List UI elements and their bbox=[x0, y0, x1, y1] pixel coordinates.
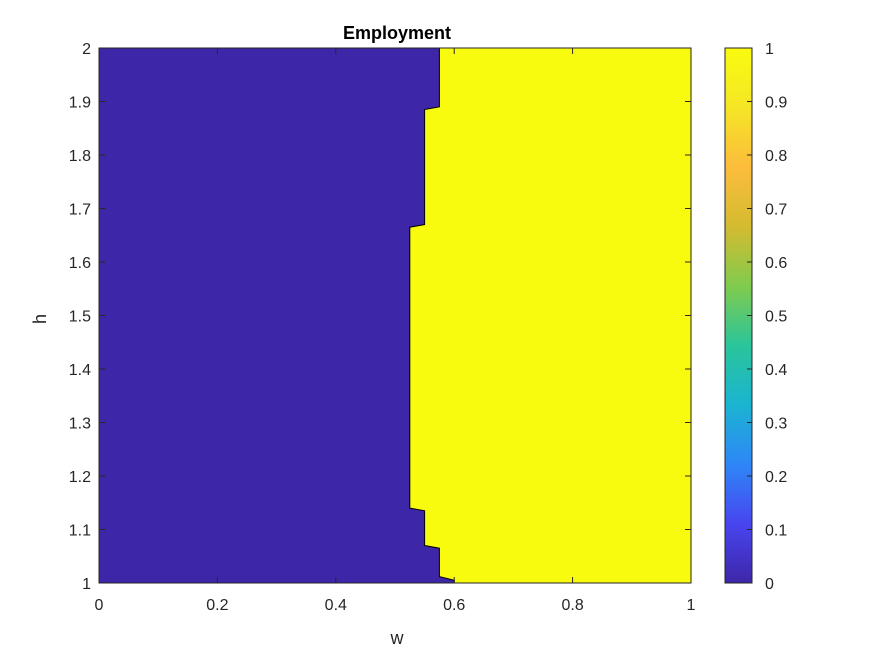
x-tick-label: 0.8 bbox=[561, 597, 583, 614]
y-tick-label: 1.4 bbox=[69, 362, 91, 379]
y-tick-label: 1.5 bbox=[69, 309, 91, 326]
y-tick-label: 1.1 bbox=[69, 523, 91, 540]
x-axis-label: w bbox=[390, 628, 405, 648]
colorbar-tick-label: 0.3 bbox=[765, 416, 787, 433]
x-tick-label: 0 bbox=[95, 597, 104, 614]
y-axis-label: h bbox=[30, 314, 50, 324]
colorbar-tick-label: 0.9 bbox=[765, 95, 787, 112]
colorbar-tick-label: 0.7 bbox=[765, 202, 787, 219]
y-tick-label: 1.7 bbox=[69, 202, 91, 219]
colorbar-tick-label: 0.6 bbox=[765, 255, 787, 272]
y-tick-label: 1.6 bbox=[69, 255, 91, 272]
y-tick-label: 1.2 bbox=[69, 469, 91, 486]
colorbar-tick-label: 0 bbox=[765, 576, 774, 593]
colorbar-tick-label: 1 bbox=[765, 41, 774, 58]
x-tick-label: 0.2 bbox=[206, 597, 228, 614]
colorbar-tick-label: 0.2 bbox=[765, 469, 787, 486]
colorbar-tick-label: 0.8 bbox=[765, 148, 787, 165]
plot-area bbox=[98, 47, 692, 584]
region-unemployed bbox=[99, 48, 455, 583]
y-tick-label: 1.8 bbox=[69, 148, 91, 165]
y-tick-label: 1.3 bbox=[69, 416, 91, 433]
contour-boundary-line bbox=[409, 48, 455, 583]
colorbar: 0 0.1 0.2 0.3 0.4 0.5 0.6 0.7 0.8 0.9 1 bbox=[724, 41, 787, 593]
y-tick-label: 1.9 bbox=[69, 95, 91, 112]
x-tick-label: 0.6 bbox=[443, 597, 465, 614]
chart-title: Employment bbox=[343, 23, 451, 43]
x-axis: 0 0.2 0.4 0.6 0.8 1 bbox=[95, 48, 696, 614]
colorbar-tick-label: 0.4 bbox=[765, 362, 787, 379]
colorbar-tick-label: 0.5 bbox=[765, 309, 787, 326]
y-tick-label: 1 bbox=[82, 576, 91, 593]
x-tick-label: 0.4 bbox=[325, 597, 347, 614]
y-tick-label: 2 bbox=[82, 41, 91, 58]
y-axis: 1 1.1 1.2 1.3 1.4 1.5 1.6 1.7 1.8 1.9 2 bbox=[69, 41, 691, 593]
x-tick-label: 1 bbox=[687, 597, 696, 614]
colorbar-tick-label: 0.1 bbox=[765, 523, 787, 540]
